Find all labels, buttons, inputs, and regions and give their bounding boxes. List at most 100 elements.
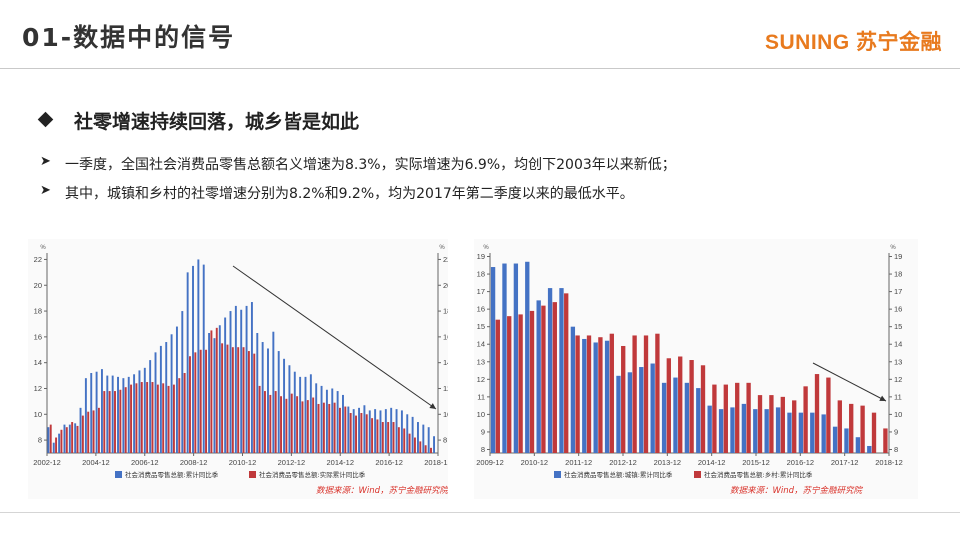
x-tick-label: 2012-12 (278, 458, 306, 467)
bar-series-2 (643, 335, 649, 453)
x-tick-label: 2013-12 (654, 458, 682, 467)
unit-label: % (483, 245, 489, 251)
x-tick-label: 2010-12 (229, 458, 257, 467)
x-tick-label: 2004-12 (82, 458, 110, 467)
bar-series-2 (49, 424, 52, 453)
bar-series-2 (723, 384, 728, 453)
chart-panel-total: %% 8 8 10 10 12 12 14 14 16 16 18 18 20 20 22 22 2002-12 2… (28, 239, 448, 499)
bar-series-1 (673, 377, 678, 453)
bar-series-1 (867, 445, 872, 453)
y-tick-label: 10 (34, 410, 42, 419)
bar-series-1 (368, 410, 371, 453)
bar-series-2 (215, 327, 218, 453)
bar-series-2 (280, 396, 282, 453)
bar-series-2 (529, 310, 535, 453)
bar-series-2 (814, 374, 820, 453)
bar-series-2 (700, 365, 706, 453)
bar-series-1 (696, 388, 701, 453)
bar-series-2 (130, 384, 133, 453)
bar-series-2 (172, 384, 175, 453)
bar-series-2 (712, 384, 717, 453)
x-tick-label: 2008-12 (180, 458, 208, 467)
bar-series-2 (167, 385, 170, 453)
y-tick-label: 15 (477, 322, 485, 331)
trend-arrowhead-icon (429, 403, 436, 409)
bar-series-2 (81, 415, 84, 453)
bar-series-2 (381, 422, 384, 453)
arrow-bullet-icon: ➤ (40, 183, 51, 198)
y-tick-label: 22 (34, 255, 42, 264)
bar-series-1 (855, 437, 861, 453)
bar-series-1 (261, 342, 264, 453)
bar-series-2 (60, 429, 63, 453)
bar-series-1 (256, 333, 259, 453)
bar-series-2 (849, 403, 854, 453)
bar-series-1 (336, 391, 339, 453)
bar-series-2 (108, 391, 111, 453)
y-tick-label: 8 (443, 436, 447, 445)
bar-series-1 (363, 405, 366, 453)
bar-series-2 (253, 353, 256, 453)
bar-series-1 (111, 375, 114, 453)
legend-label: 社会消费品零售总额:城镇:累计同比季 (564, 470, 673, 479)
bar-series-1 (810, 412, 815, 453)
bar-series-2 (264, 391, 266, 453)
bar-series-1 (798, 412, 804, 453)
retail-sales-urban-rural-chart: % % 8 8 9 9 10 10 11 11 12 12 13 13 14 14 15 15 16 16 17 17 18… (476, 245, 903, 496)
bar-series-2 (860, 405, 865, 453)
bar-series-2 (689, 360, 694, 453)
bar-series-1 (299, 376, 302, 453)
bar-series-2 (242, 347, 245, 453)
bullet-text: 其中，城镇和乡村的社零增速分别为8.2%和9.2%，均为2017年第二季度以来的… (65, 186, 634, 202)
data-source-label: 数据来源：Wind，苏宁金融研究院 (316, 485, 448, 496)
y-tick-label: 18 (34, 307, 42, 316)
y-tick-label: 19 (477, 252, 485, 261)
legend-swatch (694, 471, 701, 478)
y-tick-label: 20 (443, 281, 448, 290)
y-tick-label: 9 (894, 427, 898, 436)
bar-series-1 (170, 334, 173, 453)
trend-arrowhead-icon (879, 395, 886, 401)
bar-series-2 (387, 422, 390, 453)
y-tick-label: 16 (894, 305, 902, 314)
bar-series-1 (315, 383, 318, 453)
bar-series-1 (406, 414, 409, 453)
bar-series-1 (395, 409, 398, 453)
bar-series-1 (347, 406, 350, 453)
bar-series-1 (325, 389, 328, 453)
bar-series-2 (344, 406, 347, 453)
bar-series-2 (317, 403, 320, 453)
bar-series-1 (320, 385, 323, 453)
bar-series-2 (247, 351, 250, 453)
bar-series-2 (564, 293, 569, 453)
bar-series-2 (621, 345, 626, 453)
data-source-label: 数据来源：Wind，苏宁金融研究院 (730, 485, 864, 496)
bar-series-1 (250, 302, 253, 453)
legend-label: 社会消费品零售总额:乡村:累计同比季 (704, 470, 813, 479)
trend-arrow-line (812, 362, 887, 402)
bar-series-2 (285, 398, 288, 453)
bar-series-2 (826, 377, 831, 453)
bar-series-1 (627, 372, 633, 453)
bar-series-1 (764, 409, 769, 453)
bar-series-2 (769, 395, 774, 453)
x-tick-label: 2017-12 (831, 458, 859, 467)
header-divider (0, 68, 960, 69)
bar-series-1 (844, 428, 849, 453)
bar-series-1 (384, 409, 387, 453)
x-tick-label: 2002-12 (33, 458, 61, 467)
bar-series-2 (301, 401, 304, 453)
bar-series-2 (408, 433, 411, 453)
bar-series-1 (358, 407, 361, 453)
x-tick-label: 2010-12 (521, 458, 549, 467)
bar-series-1 (138, 370, 141, 453)
bar-series-1 (149, 360, 152, 453)
y-tick-label: 18 (443, 307, 448, 316)
bar-series-2 (322, 402, 325, 453)
bar-series-1 (593, 342, 598, 453)
bar-series-1 (490, 267, 496, 453)
y-tick-label: 17 (477, 287, 485, 296)
bar-series-1 (58, 433, 61, 453)
bar-series-2 (609, 333, 614, 453)
bar-series-1 (208, 333, 211, 453)
